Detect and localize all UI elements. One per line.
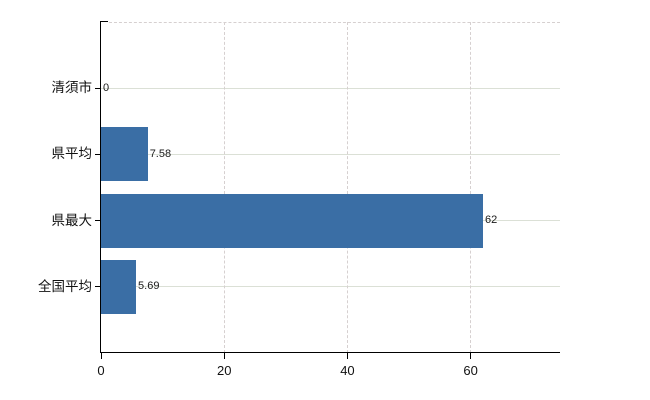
bar-value-label: 62	[484, 214, 498, 227]
bar	[101, 193, 483, 248]
y-axis-top-cap	[100, 21, 108, 22]
y-axis-tick	[95, 286, 101, 288]
vertical-gridline	[223, 22, 225, 353]
category-label: 県平均	[51, 146, 93, 162]
horizontal-gridline	[101, 153, 560, 155]
category-label: 県最大	[51, 212, 93, 228]
vertical-gridline	[470, 22, 472, 353]
y-axis-tick	[95, 220, 101, 222]
x-axis-tick-label: 60	[463, 363, 478, 378]
bar	[101, 127, 148, 182]
x-axis-tick	[100, 353, 102, 359]
y-axis-line	[100, 22, 101, 353]
bar	[101, 259, 137, 314]
x-axis-tick	[223, 353, 225, 359]
x-axis-tick	[470, 353, 472, 359]
horizontal-gridline	[101, 286, 560, 288]
plot-top-border	[109, 21, 560, 23]
y-axis-tick	[95, 153, 101, 155]
x-axis-tick-label: 0	[97, 363, 105, 378]
category-label: 全国平均	[38, 278, 92, 294]
bar-value-label: 0	[103, 81, 110, 94]
x-axis-tick	[346, 353, 348, 359]
category-label: 清須市	[51, 80, 93, 96]
bar-value-label: 5.69	[138, 280, 160, 293]
x-axis-line	[100, 352, 560, 353]
horizontal-gridline	[101, 87, 560, 89]
bar-value-label: 7.58	[149, 147, 172, 160]
y-axis-tick	[95, 87, 101, 89]
x-axis-tick-label: 20	[216, 363, 232, 378]
x-axis-tick-label: 40	[340, 363, 355, 378]
vertical-gridline	[346, 22, 348, 353]
